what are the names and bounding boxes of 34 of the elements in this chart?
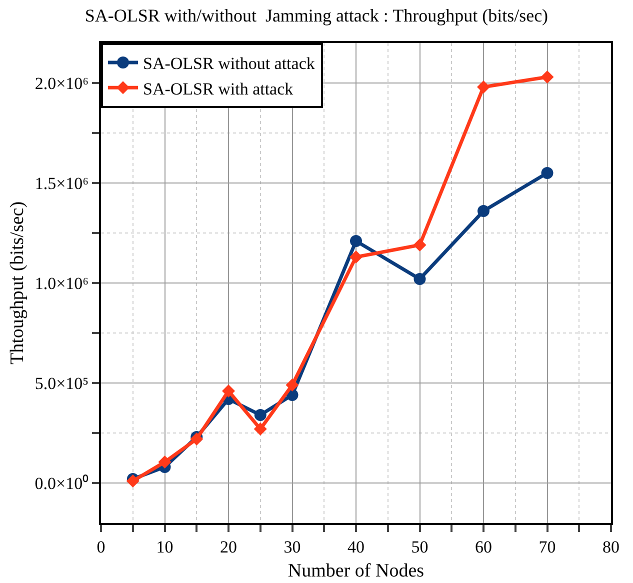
x-tick-label: 50 [411,537,428,556]
x-tick-label: 70 [538,537,556,556]
y-tick-label: 1.5×10⁶ [34,174,89,193]
point [222,384,235,398]
x-tick-label: 40 [348,537,364,556]
y-tick-label: 5.0×10⁵ [34,374,89,393]
legend-label: SA-OLSR without attack [143,54,316,74]
point [413,238,426,252]
x-tick-label: 30 [284,537,301,556]
x-axis-title: Number of Nodes [288,560,424,582]
y-tick-label: 2.0×10⁶ [34,74,89,93]
point [254,409,266,421]
x-tick-label: 80 [602,537,620,556]
point [414,273,426,285]
y-tick-label: 1.0×10⁶ [34,274,89,293]
point [350,250,362,264]
chart-title: SA-OLSR with/without Jamming attack : Throughput (bits/sec) [84,5,548,26]
point [254,422,267,436]
y-tick-label: 0.0×10⁰ [34,474,89,493]
x-tick-label: 0 [96,537,106,556]
point [478,205,490,217]
point [540,70,554,84]
point [126,474,140,488]
point [350,235,362,247]
point [477,80,490,94]
x-tick-label: 20 [220,537,237,556]
point [158,456,172,468]
x-tick-label: 60 [475,537,492,556]
x-tick-label: 10 [156,537,174,556]
point [541,167,554,179]
legend-label: SA-OLSR with attack [143,79,294,98]
point [286,378,299,392]
point [190,432,204,446]
y-axis-title: Thtoughput (bits/sec) [7,201,28,365]
